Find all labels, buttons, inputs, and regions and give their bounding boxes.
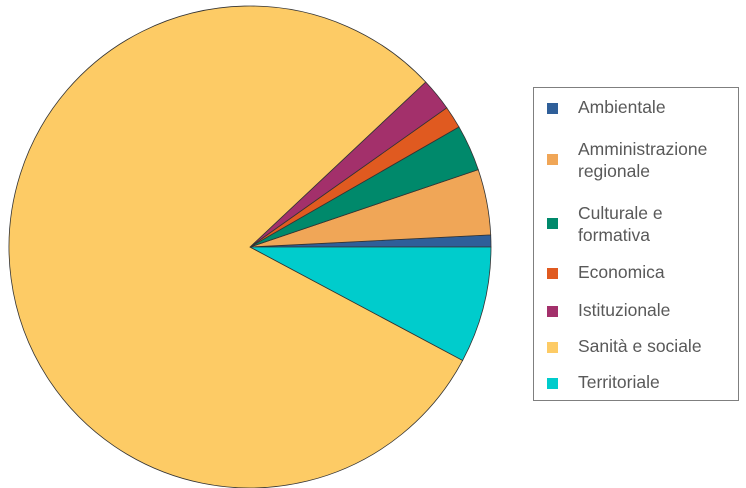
legend-swatch-ambientale bbox=[547, 103, 558, 114]
legend-label-economica: Economica bbox=[578, 262, 665, 282]
legend-label-amministrazione-regionale: Amministrazione regionale bbox=[578, 139, 708, 181]
legend-swatch-economica bbox=[547, 268, 558, 279]
pie-slice-sanita-e-sociale bbox=[8, 5, 464, 488]
legend: Ambientale Amministrazione regionale Cul… bbox=[533, 87, 739, 401]
pie-slices bbox=[8, 5, 492, 488]
legend-label-territoriale: Territoriale bbox=[578, 372, 660, 392]
legend-swatch-sanita-sociale bbox=[547, 342, 558, 353]
legend-swatch-amministrazione-regionale bbox=[547, 154, 558, 165]
legend-label-ambientale: Ambientale bbox=[578, 97, 666, 117]
legend-label-culturale-formativa: Culturale e formativa bbox=[578, 203, 663, 245]
legend-label-istituzionale: Istituzionale bbox=[578, 300, 671, 320]
pie-slice-territoriale bbox=[249, 246, 492, 361]
legend-swatch-culturale-formativa bbox=[547, 218, 558, 229]
legend-swatch-territoriale bbox=[547, 378, 558, 389]
legend-swatch-istituzionale bbox=[547, 306, 558, 317]
legend-label-sanita-sociale: Sanità e sociale bbox=[578, 336, 702, 356]
